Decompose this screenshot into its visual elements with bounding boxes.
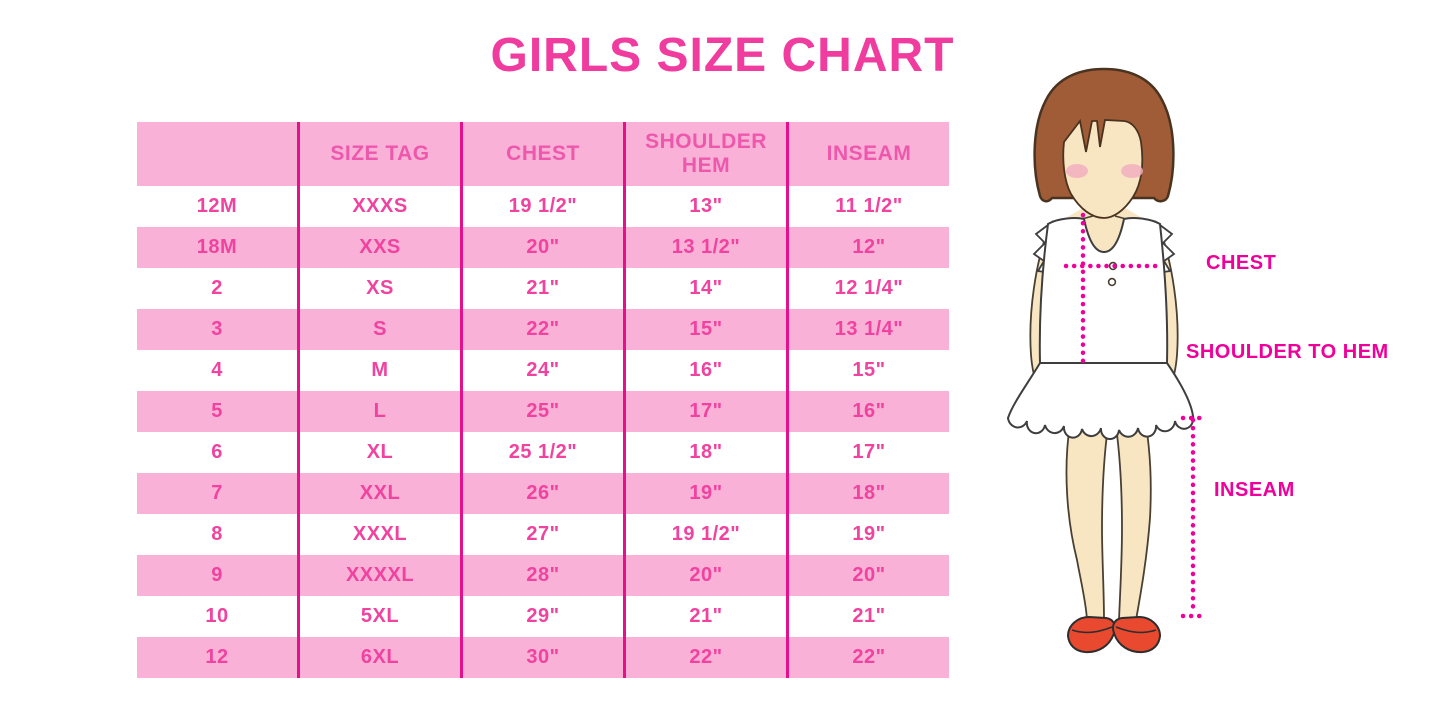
size-cell: 8 (137, 514, 300, 555)
chest-label: CHEST (1206, 252, 1277, 274)
inseam-label: INSEAM (1214, 479, 1295, 501)
value-cell: 22" (787, 637, 949, 678)
value-cell: 20" (624, 555, 789, 596)
value-cell: 21" (852, 605, 886, 627)
size-cell: 2 (137, 268, 300, 309)
shoe-strap-left (1071, 626, 1113, 634)
shoulder-to-hem-label: SHOULDER TO HEM (1186, 341, 1389, 363)
value-cell: M (298, 350, 463, 391)
value-cell: 13 1/2" (624, 227, 789, 268)
value-cell: 21" (461, 268, 626, 309)
value-cell: 30" (461, 637, 626, 678)
value-cell: 29" (461, 596, 626, 637)
value-cell: XL (298, 432, 463, 473)
value-cell: 6XL (298, 637, 463, 678)
blush-right (1121, 164, 1143, 178)
value-cell: S (298, 309, 463, 350)
value-cell: 12 1/4" (834, 277, 904, 299)
value-cell: 15" (852, 359, 886, 381)
size-cell: 12M (137, 186, 300, 227)
size-cell: 18M (137, 227, 300, 268)
value-cell: 14" (624, 268, 789, 309)
value-cell: 19" (852, 523, 886, 545)
leg-left (1065, 423, 1110, 621)
value-cell: 13" (624, 186, 789, 227)
page-title: GIRLS SIZE CHART (490, 29, 955, 82)
value-cell: XXXXL (298, 555, 463, 596)
value-cell: 12" (787, 227, 949, 268)
table-row: 7 XXL 26" 19" 18" (137, 473, 949, 514)
table-row: 4 M 24" 16" 15" (137, 350, 949, 391)
table-row: 9 XXXXL 28" 20" 20" (137, 555, 949, 596)
value-cell: XS (298, 268, 463, 309)
table-header-row: SIZE TAG CHEST SHOULDER HEM INSEAM (137, 122, 949, 186)
value-cell: 26" (461, 473, 626, 514)
skirt-shape (1006, 362, 1195, 440)
size-cell: 9 (137, 555, 300, 596)
size-cell: 3 (137, 309, 300, 350)
value-cell: 19 1/2" (624, 514, 789, 555)
size-cell: 12 (137, 637, 300, 678)
value-cell: 19 1/2" (461, 186, 626, 227)
value-cell: 18" (787, 473, 949, 514)
face-shape (1062, 118, 1144, 219)
table-row: 10 5XL 29" 21" 21" (137, 596, 949, 637)
value-cell: XXXL (298, 514, 463, 555)
header-cell-size (137, 122, 300, 186)
header-cell-size-tag: SIZE TAG (298, 122, 463, 186)
shoe-left (1066, 615, 1116, 654)
table-row: 6 XL 25 1/2" 18" 17" (137, 432, 949, 473)
value-cell: 22" (461, 309, 626, 350)
value-cell: 16" (624, 350, 789, 391)
value-cell: 5XL (298, 596, 463, 637)
value-cell: 28" (461, 555, 626, 596)
value-cell: 18" (624, 432, 789, 473)
header-cell-shoulder-hem: SHOULDER HEM (624, 122, 789, 186)
chest-skin-shape (1050, 204, 1158, 256)
value-cell: 15" (624, 309, 789, 350)
size-cell: 5 (137, 391, 300, 432)
table-row: 8 XXXL 27" 19 1/2" 19" (137, 514, 949, 555)
value-cell: XXS (298, 227, 463, 268)
value-cell: 24" (461, 350, 626, 391)
header-cell-inseam: INSEAM (787, 122, 949, 186)
value-cell: XXXS (298, 186, 463, 227)
table-row: 3 S 22" 15" 13 1/4" (137, 309, 949, 350)
size-cell: 7 (137, 473, 300, 514)
leg-right (1114, 423, 1152, 621)
size-cell: 4 (137, 350, 300, 391)
shoe-strap-right (1115, 626, 1157, 634)
table-row: 18M XXS 20" 13 1/2" 12" (137, 227, 949, 268)
table-row: 12M XXXS 19 1/2" 13" 11 1/2" (137, 186, 949, 227)
size-cell: 6 (137, 432, 300, 473)
value-cell: 17" (852, 441, 886, 463)
table-row: 2 XS 21" 14" 12 1/4" (137, 268, 949, 309)
inseam-measure-line (1180, 415, 1208, 619)
table-row: 5 L 25" 17" 16" (137, 391, 949, 432)
value-cell: 27" (461, 514, 626, 555)
table-row: 12 6XL 30" 22" 22" (137, 637, 949, 678)
table-body: 12M XXXS 19 1/2" 13" 11 1/2" 18M XXS 20" 13 1/2"… (137, 186, 949, 678)
value-cell: 11 1/2" (835, 195, 903, 217)
value-cell: 21" (624, 596, 789, 637)
value-cell: 20" (461, 227, 626, 268)
shoe-right (1112, 615, 1162, 654)
blush-left (1066, 164, 1088, 178)
table-header: SIZE TAG CHEST SHOULDER HEM INSEAM (137, 122, 949, 186)
size-cell: 10 (137, 596, 300, 637)
value-cell: L (298, 391, 463, 432)
value-cell: 16" (787, 391, 949, 432)
value-cell: 13 1/4" (787, 309, 949, 350)
value-cell: 17" (624, 391, 789, 432)
value-cell: XXL (298, 473, 463, 514)
value-cell: 22" (624, 637, 789, 678)
value-cell: 20" (787, 555, 949, 596)
value-cell: 19" (624, 473, 789, 514)
header-cell-chest: CHEST (461, 122, 626, 186)
value-cell: 25" (461, 391, 626, 432)
value-cell: 25 1/2" (461, 432, 626, 473)
shirt-button-bottom (1107, 277, 1117, 287)
size-chart-table: SIZE TAG CHEST SHOULDER HEM INSEAM 12M XX… (137, 122, 949, 678)
